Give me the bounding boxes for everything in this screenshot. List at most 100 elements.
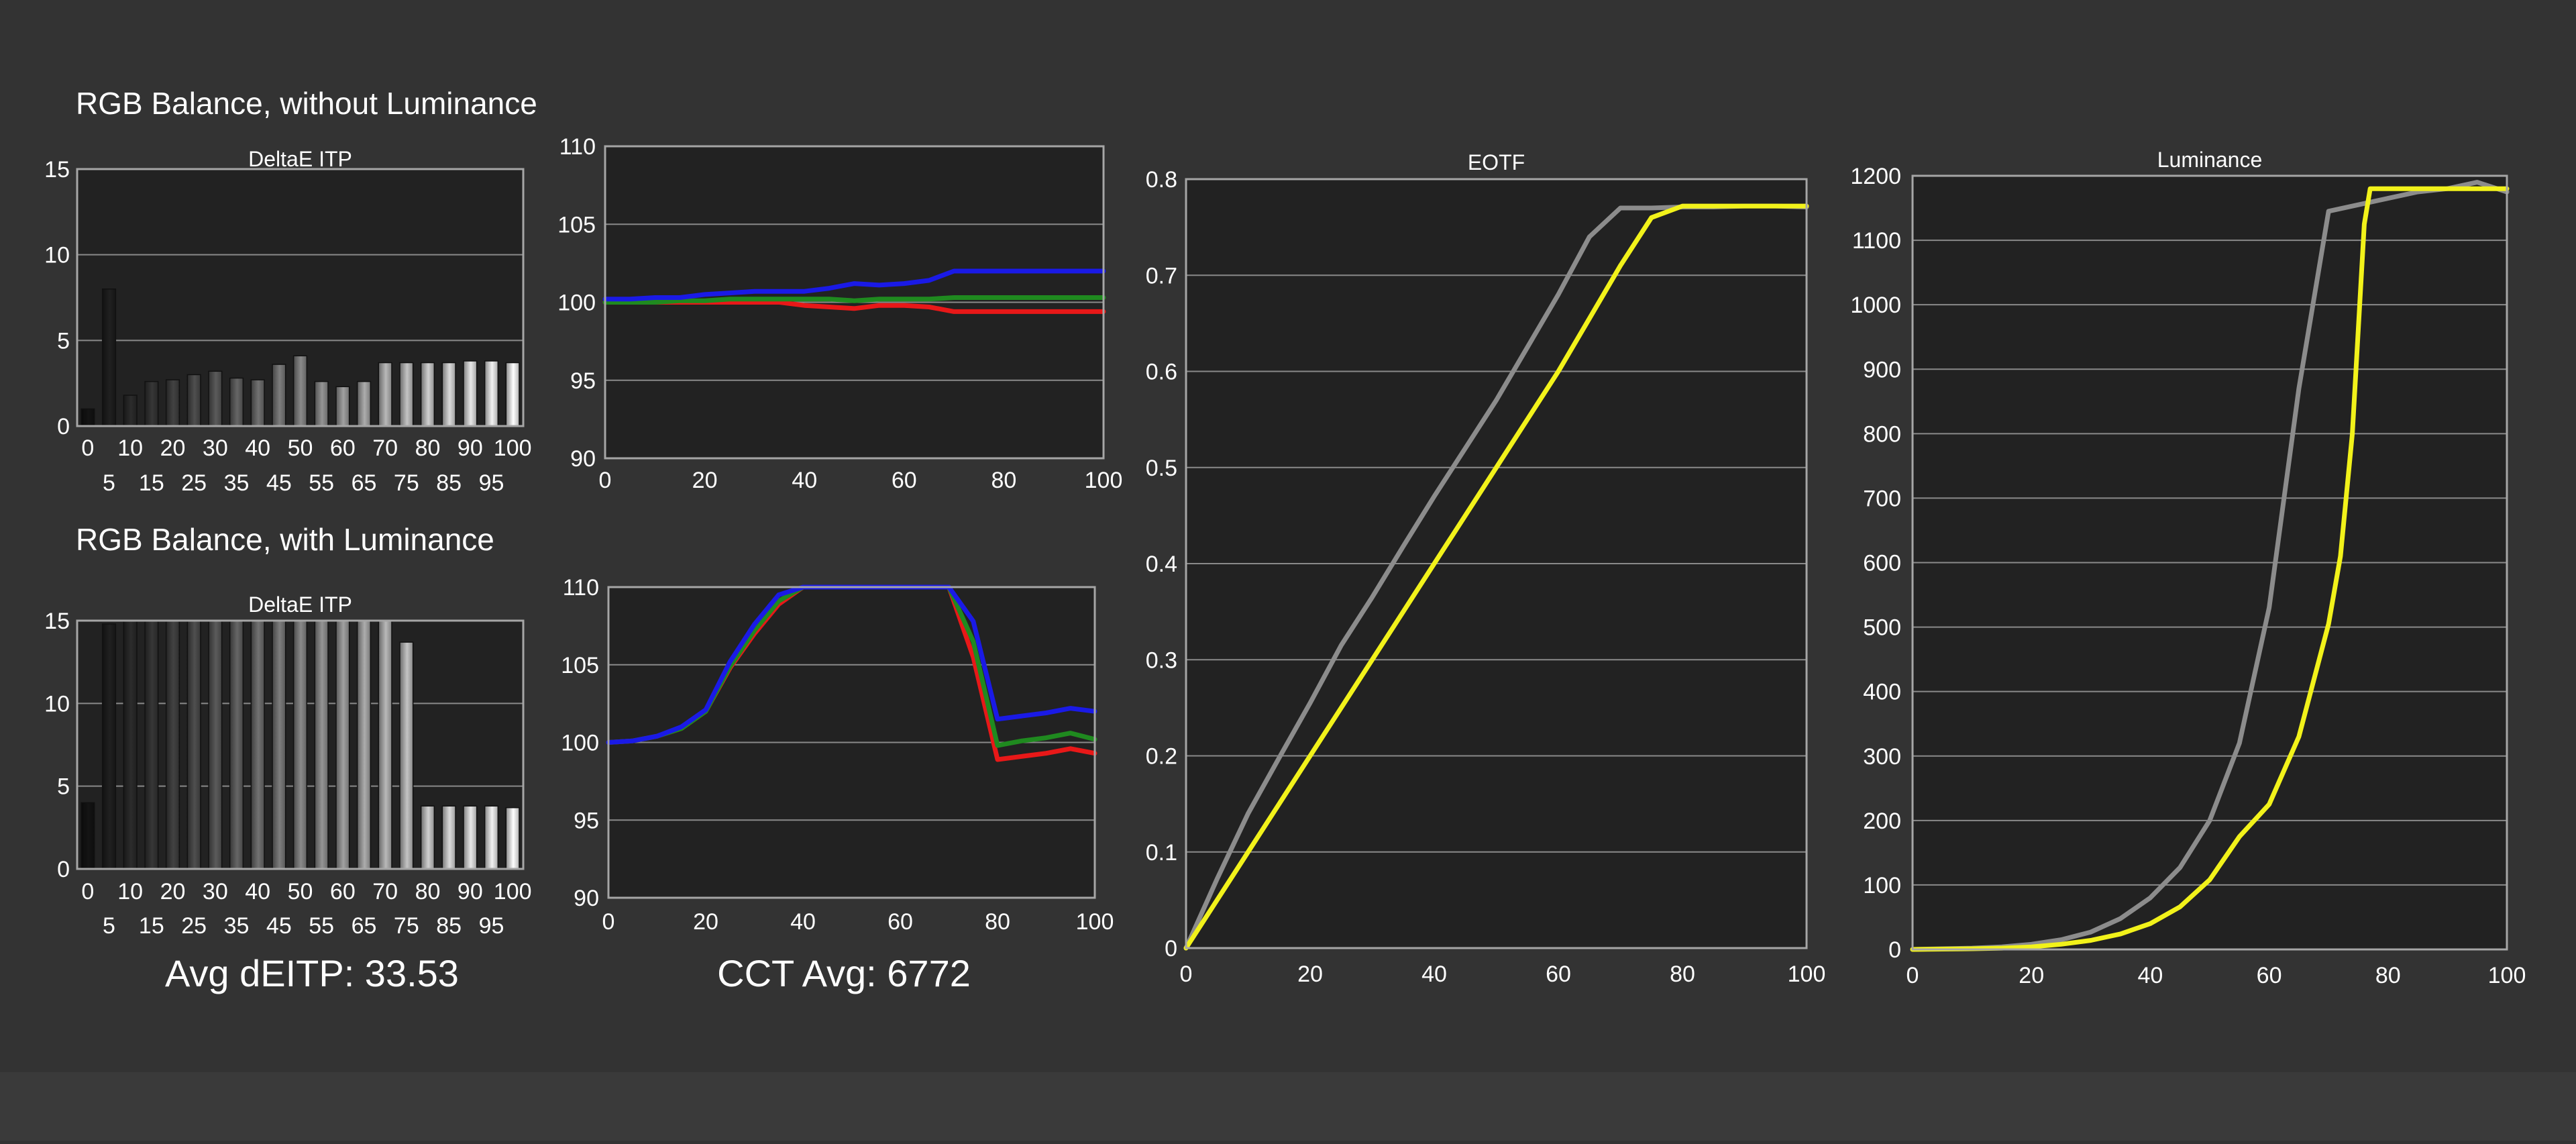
deltae-top-xtick-label: 80 <box>415 435 441 461</box>
deltae-bottom-bar-10 <box>123 620 138 870</box>
deltae-top-xtick-label: 20 <box>160 435 186 461</box>
deltae-top-bar-40 <box>250 379 265 427</box>
deltae-bottom-bar-30 <box>208 620 223 870</box>
eotf-xtick-label: 0 <box>1180 961 1193 987</box>
deltae-top-bar-20 <box>165 379 180 427</box>
eotf-ytick-label: 0.6 <box>1146 360 1177 385</box>
rgb-top-xtick-label: 60 <box>892 468 917 493</box>
luminance-xtick-label: 80 <box>2375 963 2401 988</box>
deltae-bottom-xtick-label: 75 <box>394 913 419 939</box>
deltae-bottom-bar-70 <box>378 620 392 870</box>
rgb-top-xtick-label: 20 <box>692 468 718 493</box>
deltae-bottom-frame <box>76 619 525 870</box>
deltae-bottom-bar-100 <box>505 807 520 870</box>
deltae-bottom-bar-85 <box>441 805 456 870</box>
deltae-bottom-bar-40 <box>250 620 265 870</box>
deltae-top-bar-75 <box>399 362 414 427</box>
charts-layer: DeltaE ITP051015051015202530354045505560… <box>44 134 2526 988</box>
luminance-ytick-label: 700 <box>1863 486 1901 511</box>
deltae-top-bar-60 <box>335 386 350 427</box>
rgb-bottom-xtick-label: 0 <box>602 909 615 935</box>
eotf-xtick-label: 20 <box>1297 961 1323 987</box>
deltae-top-xtick-label: 10 <box>117 435 143 461</box>
deltae-bottom-xtick-label: 80 <box>415 879 441 904</box>
deltae-bottom-xtick-label: 20 <box>160 879 186 904</box>
eotf-xtick-label: 100 <box>1788 961 1826 987</box>
deltae-bottom-xtick-label: 60 <box>330 879 356 904</box>
deltae-top-bar-50 <box>292 355 308 427</box>
deltae-bottom-xtick-label: 40 <box>245 879 270 904</box>
deltae-bottom-xtick-label: 85 <box>436 913 462 939</box>
eotf-ytick-label: 0.8 <box>1146 167 1177 193</box>
deltae-bottom-bar-80 <box>420 805 435 870</box>
eotf-ytick-label: 0.3 <box>1146 647 1177 673</box>
deltae-bottom-ytick-label: 15 <box>44 609 70 634</box>
rgb-top-xtick-label: 100 <box>1085 468 1123 493</box>
rgb-top-frame <box>604 145 1105 460</box>
rgb-top-ytick-label: 90 <box>570 446 596 472</box>
deltae-top-bar-80 <box>420 362 435 427</box>
eotf-ytick-label: 0.7 <box>1146 263 1177 289</box>
deltae-bottom-xtick-label: 30 <box>203 879 228 904</box>
deltae-bottom-xtick-label: 0 <box>81 879 94 904</box>
deltae-top-xtick-label: 60 <box>330 435 356 461</box>
deltae-top-xtick-label: 0 <box>81 435 94 461</box>
deltae-bottom-xtick-label: 55 <box>309 913 334 939</box>
rgb-top-series-line-2 <box>602 268 1106 302</box>
luminance-ytick-label: 500 <box>1863 615 1901 641</box>
rgb-top-series-line-1 <box>602 295 1106 305</box>
deltae-top-ytick-label: 15 <box>44 157 70 183</box>
deltae-bottom-bar-60 <box>335 620 350 870</box>
deltae-bottom-bar-50 <box>292 620 308 870</box>
luminance-ytick-label: 600 <box>1863 551 1901 576</box>
section-title-with-luminance: RGB Balance, with Luminance <box>76 522 494 557</box>
deltae-bottom-bar-5 <box>101 623 117 870</box>
deltae-top-bar-55 <box>314 380 329 427</box>
rgb-top-ytick-label: 105 <box>557 212 596 238</box>
eotf-ytick-label: 0.1 <box>1146 840 1177 866</box>
luminance-ytick-label: 800 <box>1863 421 1901 447</box>
luminance-ytick-label: 100 <box>1863 873 1901 898</box>
luminance-title: Luminance <box>2157 148 2263 172</box>
luminance-ytick-label: 200 <box>1863 809 1901 834</box>
deltae-top-bar-95 <box>484 360 499 427</box>
deltae-top-bar-0 <box>80 408 95 427</box>
deltae-top-bar-90 <box>463 360 478 427</box>
deltae-bottom-ytick-label: 0 <box>57 857 70 882</box>
deltae-bottom-bar-55 <box>314 620 329 870</box>
deltae-bottom-xtick-label: 25 <box>181 913 207 939</box>
deltae-top-xtick-label: 35 <box>224 470 250 496</box>
deltae-bottom-bar-35 <box>229 620 244 870</box>
deltae-bottom-ytick-label: 10 <box>44 691 70 717</box>
eotf-title: EOTF <box>1468 150 1525 174</box>
luminance-frame <box>1911 174 2508 951</box>
deltae-top-xtick-label: 30 <box>203 435 228 461</box>
deltae-top-bar-65 <box>356 380 372 427</box>
deltae-top-xtick-label: 5 <box>103 470 115 496</box>
rgb-top-ytick-label: 110 <box>559 134 596 160</box>
deltae-top-xtick-label: 40 <box>245 435 270 461</box>
luminance-xtick-label: 40 <box>2137 963 2163 988</box>
luminance-xtick-label: 20 <box>2019 963 2044 988</box>
deltae-top-bar-85 <box>441 362 456 427</box>
luminance-ytick-label: 0 <box>1888 937 1901 963</box>
luminance-xtick-label: 0 <box>1907 963 1919 988</box>
deltae-top-xtick-label: 95 <box>479 470 504 496</box>
deltae-bottom-bar-25 <box>186 620 201 870</box>
rgb-top-ytick-label: 100 <box>557 291 596 316</box>
deltae-bottom-xtick-label: 90 <box>458 879 483 904</box>
eotf-xtick-label: 60 <box>1546 961 1571 987</box>
luminance-ytick-label: 1100 <box>1852 228 1901 254</box>
deltae-top-frame <box>76 168 525 427</box>
deltae-bottom-bar-15 <box>144 620 159 870</box>
deltae-bottom-xtick-label: 95 <box>479 913 504 939</box>
deltae-bottom-bar-0 <box>80 802 95 870</box>
luminance-ytick-label: 1200 <box>1850 164 1901 189</box>
cct-avg-label: CCT Avg: 6772 <box>717 952 971 994</box>
avg-deitp-label: Avg dEITP: 33.53 <box>165 952 459 994</box>
deltae-top-xtick-label: 50 <box>288 435 313 461</box>
deltae-bottom-xtick-label: 100 <box>494 879 532 904</box>
luminance-xtick-label: 100 <box>2488 963 2526 988</box>
